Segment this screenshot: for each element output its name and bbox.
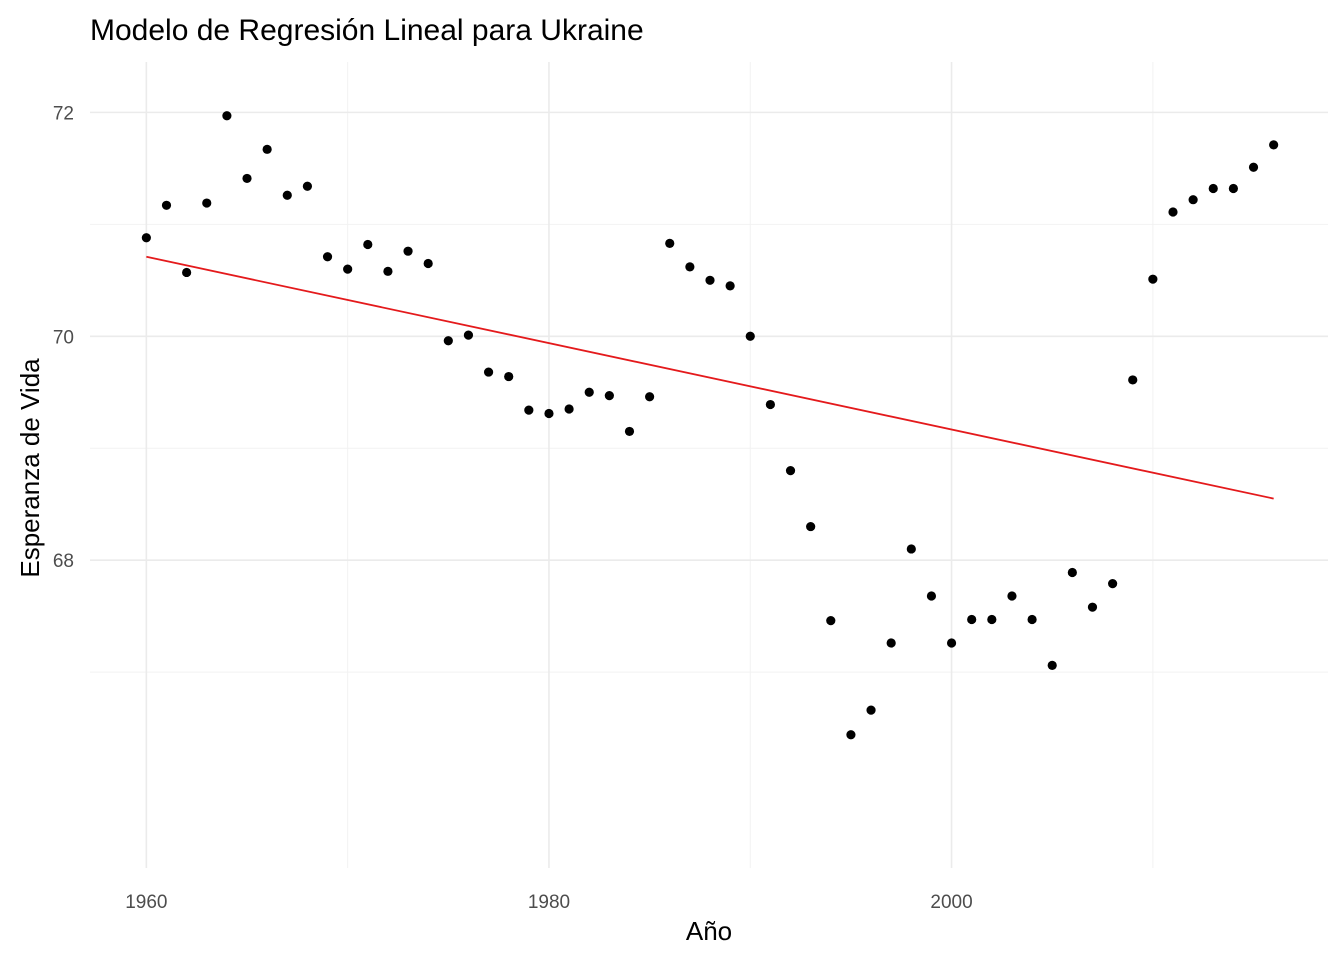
data-point [745, 331, 755, 341]
data-point [363, 239, 373, 250]
data-point [806, 521, 816, 532]
data-point [1108, 579, 1118, 589]
data-point [826, 616, 836, 626]
data-point [886, 638, 896, 648]
chart-title: Modelo de Regresión Lineal para Ukraine [90, 14, 644, 47]
data-point [483, 367, 494, 377]
data-point [504, 371, 514, 382]
x-tick-label: 2000 [930, 892, 972, 913]
data-point [705, 275, 715, 285]
scatter-points [141, 111, 1279, 740]
data-point [1168, 207, 1178, 217]
data-point [604, 390, 614, 401]
data-point [946, 638, 957, 648]
data-point [906, 544, 916, 554]
data-point [866, 705, 876, 715]
data-point [564, 404, 574, 414]
regression-layer [146, 255, 1274, 500]
data-point [524, 405, 534, 415]
data-point [967, 614, 977, 625]
data-point [624, 426, 635, 437]
y-axis-title: Esperanza de Vida [15, 358, 45, 578]
data-point [383, 266, 393, 276]
data-point [262, 144, 272, 154]
regression-line [146, 255, 1274, 500]
data-point [846, 730, 856, 740]
data-point [141, 233, 151, 243]
data-point [785, 465, 796, 476]
data-point [1047, 660, 1057, 670]
data-point [1128, 375, 1138, 385]
x-axis-title: Año [686, 916, 732, 946]
data-point [463, 330, 474, 340]
data-point [987, 614, 997, 625]
data-point [1087, 602, 1098, 612]
data-point [282, 190, 292, 200]
x-tick-label: 1980 [528, 892, 570, 913]
data-point [302, 181, 313, 191]
data-point [1148, 274, 1158, 284]
data-point [1228, 183, 1238, 194]
data-point [1269, 140, 1279, 150]
data-point [1248, 162, 1259, 172]
data-point [443, 336, 453, 346]
data-point [1007, 591, 1017, 601]
data-point [1027, 614, 1037, 625]
data-point [343, 264, 353, 274]
data-point [1188, 195, 1198, 205]
data-point [1067, 567, 1077, 578]
data-point [544, 408, 554, 419]
data-point [765, 399, 775, 410]
data-point [645, 392, 655, 402]
data-point [584, 387, 594, 397]
data-point [423, 258, 433, 269]
y-tick-label: 72 [53, 103, 74, 124]
data-point [926, 591, 937, 601]
data-point [222, 111, 232, 121]
data-point [161, 200, 172, 210]
y-tick-label: 68 [53, 551, 74, 572]
data-point [403, 246, 413, 256]
data-point [202, 198, 212, 208]
y-tick-label: 70 [53, 327, 74, 348]
x-tick-label: 1960 [125, 892, 167, 913]
data-point [1208, 183, 1218, 194]
data-point [665, 238, 675, 248]
major-gridlines [90, 62, 1328, 868]
data-point [685, 262, 695, 272]
x-axis-ticks: 1960 1980 2000 [125, 892, 972, 913]
data-point [182, 267, 192, 278]
data-point [725, 281, 735, 291]
data-point [322, 252, 333, 262]
y-axis-ticks: 68 70 72 [53, 103, 74, 572]
data-point [242, 173, 252, 184]
minor-gridlines [90, 62, 1328, 868]
